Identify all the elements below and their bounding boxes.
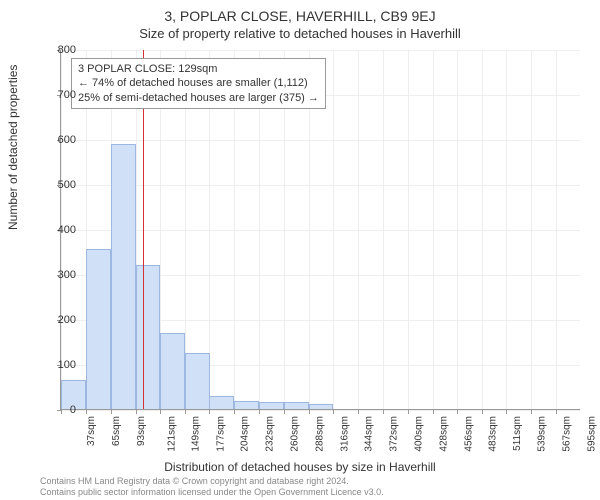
- plot-area: 3 POPLAR CLOSE: 129sqm← 74% of detached …: [60, 50, 580, 410]
- annotation-line: 25% of semi-detached houses are larger (…: [78, 91, 319, 105]
- y-tick-label: 200: [36, 314, 76, 326]
- histogram-bar: [86, 249, 111, 409]
- y-axis-label: Number of detached properties: [6, 65, 20, 230]
- y-tick-label: 800: [36, 44, 76, 56]
- histogram-bar: [209, 396, 234, 410]
- y-tick-label: 700: [36, 89, 76, 101]
- x-tick-label: 204sqm: [240, 416, 251, 452]
- y-tick-label: 500: [36, 179, 76, 191]
- x-tick-label: 595sqm: [587, 416, 598, 452]
- footer-line-1: Contains HM Land Registry data © Crown c…: [40, 476, 349, 486]
- histogram-bar: [136, 265, 161, 409]
- histogram-bar: [185, 353, 210, 409]
- x-tick-label: 372sqm: [389, 416, 400, 452]
- y-tick-label: 300: [36, 269, 76, 281]
- x-tick-label: 288sqm: [314, 416, 325, 452]
- footer-line-2: Contains public sector information licen…: [40, 487, 384, 497]
- x-tick-label: 344sqm: [364, 416, 375, 452]
- x-tick-label: 121sqm: [166, 416, 177, 452]
- chart-title: 3, POPLAR CLOSE, HAVERHILL, CB9 9EJ: [0, 0, 600, 24]
- x-tick-label: 316sqm: [339, 416, 350, 452]
- x-tick-label: 483sqm: [487, 416, 498, 452]
- x-tick-label: 149sqm: [191, 416, 202, 452]
- histogram-bar: [111, 144, 136, 410]
- histogram-bar: [160, 333, 185, 410]
- x-tick-label: 539sqm: [537, 416, 548, 452]
- histogram-bar: [284, 402, 309, 409]
- x-tick-label: 511sqm: [511, 416, 522, 451]
- x-tick-label: 37sqm: [86, 416, 97, 446]
- x-tick-label: 65sqm: [111, 416, 122, 446]
- x-tick-label: 456sqm: [463, 416, 474, 452]
- x-tick-label: 400sqm: [414, 416, 425, 452]
- chart-subtitle: Size of property relative to detached ho…: [0, 24, 600, 45]
- y-tick-label: 100: [36, 359, 76, 371]
- x-tick-label: 428sqm: [439, 416, 450, 452]
- footer-attribution: Contains HM Land Registry data © Crown c…: [0, 476, 600, 498]
- annotation-line: 3 POPLAR CLOSE: 129sqm: [78, 62, 319, 76]
- x-tick-label: 567sqm: [562, 416, 573, 452]
- histogram-bar: [259, 402, 284, 409]
- y-tick-label: 600: [36, 134, 76, 146]
- annotation-box: 3 POPLAR CLOSE: 129sqm← 74% of detached …: [71, 58, 326, 109]
- y-tick-label: 400: [36, 224, 76, 236]
- x-axis-label: Distribution of detached houses by size …: [0, 460, 600, 474]
- histogram-bar: [234, 401, 259, 409]
- x-tick-label: 177sqm: [216, 416, 227, 452]
- y-tick-label: 0: [36, 404, 76, 416]
- x-tick-label: 232sqm: [265, 416, 276, 452]
- x-tick-label: 260sqm: [289, 416, 300, 452]
- x-tick-label: 93sqm: [136, 416, 147, 446]
- histogram-bar: [309, 404, 334, 409]
- annotation-line: ← 74% of detached houses are smaller (1,…: [78, 76, 319, 90]
